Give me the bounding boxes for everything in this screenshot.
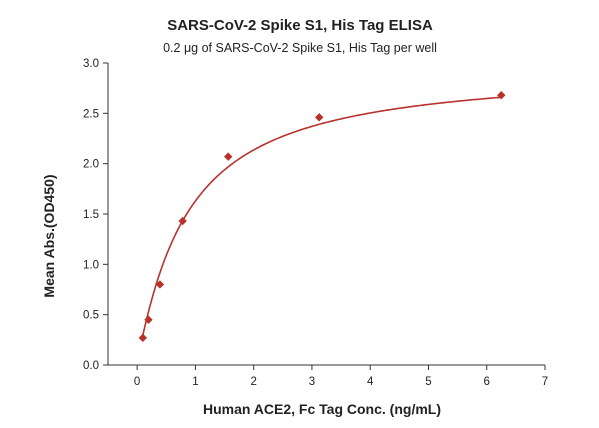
x-axis-label: Human ACE2, Fc Tag Conc. (ng/mL) [203,401,441,417]
y-tick-label: 0.5 [83,310,99,322]
x-ticks: 0 1 2 3 4 5 6 7 [134,365,548,388]
x-tick-label: 3 [309,376,315,388]
x-tick-label: 6 [484,376,490,388]
data-point-diamond [315,113,323,121]
data-points [139,91,506,342]
y-tick-label: 2.0 [83,159,99,171]
x-tick-label: 4 [367,376,374,388]
y-tick-label: 1.0 [83,259,99,271]
data-point-diamond [178,217,186,225]
axes [108,63,545,365]
data-point-diamond [224,152,232,160]
y-axis-label: Mean Abs.(OD450) [41,174,57,297]
chart-subtitle: 0.2 μg of SARS-CoV-2 Spike S1, His Tag p… [163,41,437,55]
x-tick-label: 2 [250,376,256,388]
x-tick-label: 5 [425,376,431,388]
x-tick-label: 0 [134,376,140,388]
y-tick-label: 1.5 [83,209,99,221]
x-tick-label: 7 [542,376,548,388]
y-tick-label: 2.5 [83,108,99,120]
y-tick-label: 3.0 [83,58,99,70]
y-ticks: 0.0 0.5 1.0 1.5 2.0 2.5 3.0 [83,58,108,372]
x-tick-label: 1 [192,376,198,388]
fit-curve [143,97,501,335]
data-point-diamond [139,334,147,342]
y-tick-label: 0.0 [83,360,99,372]
chart-title: SARS-CoV-2 Spike S1, His Tag ELISA [167,17,433,34]
